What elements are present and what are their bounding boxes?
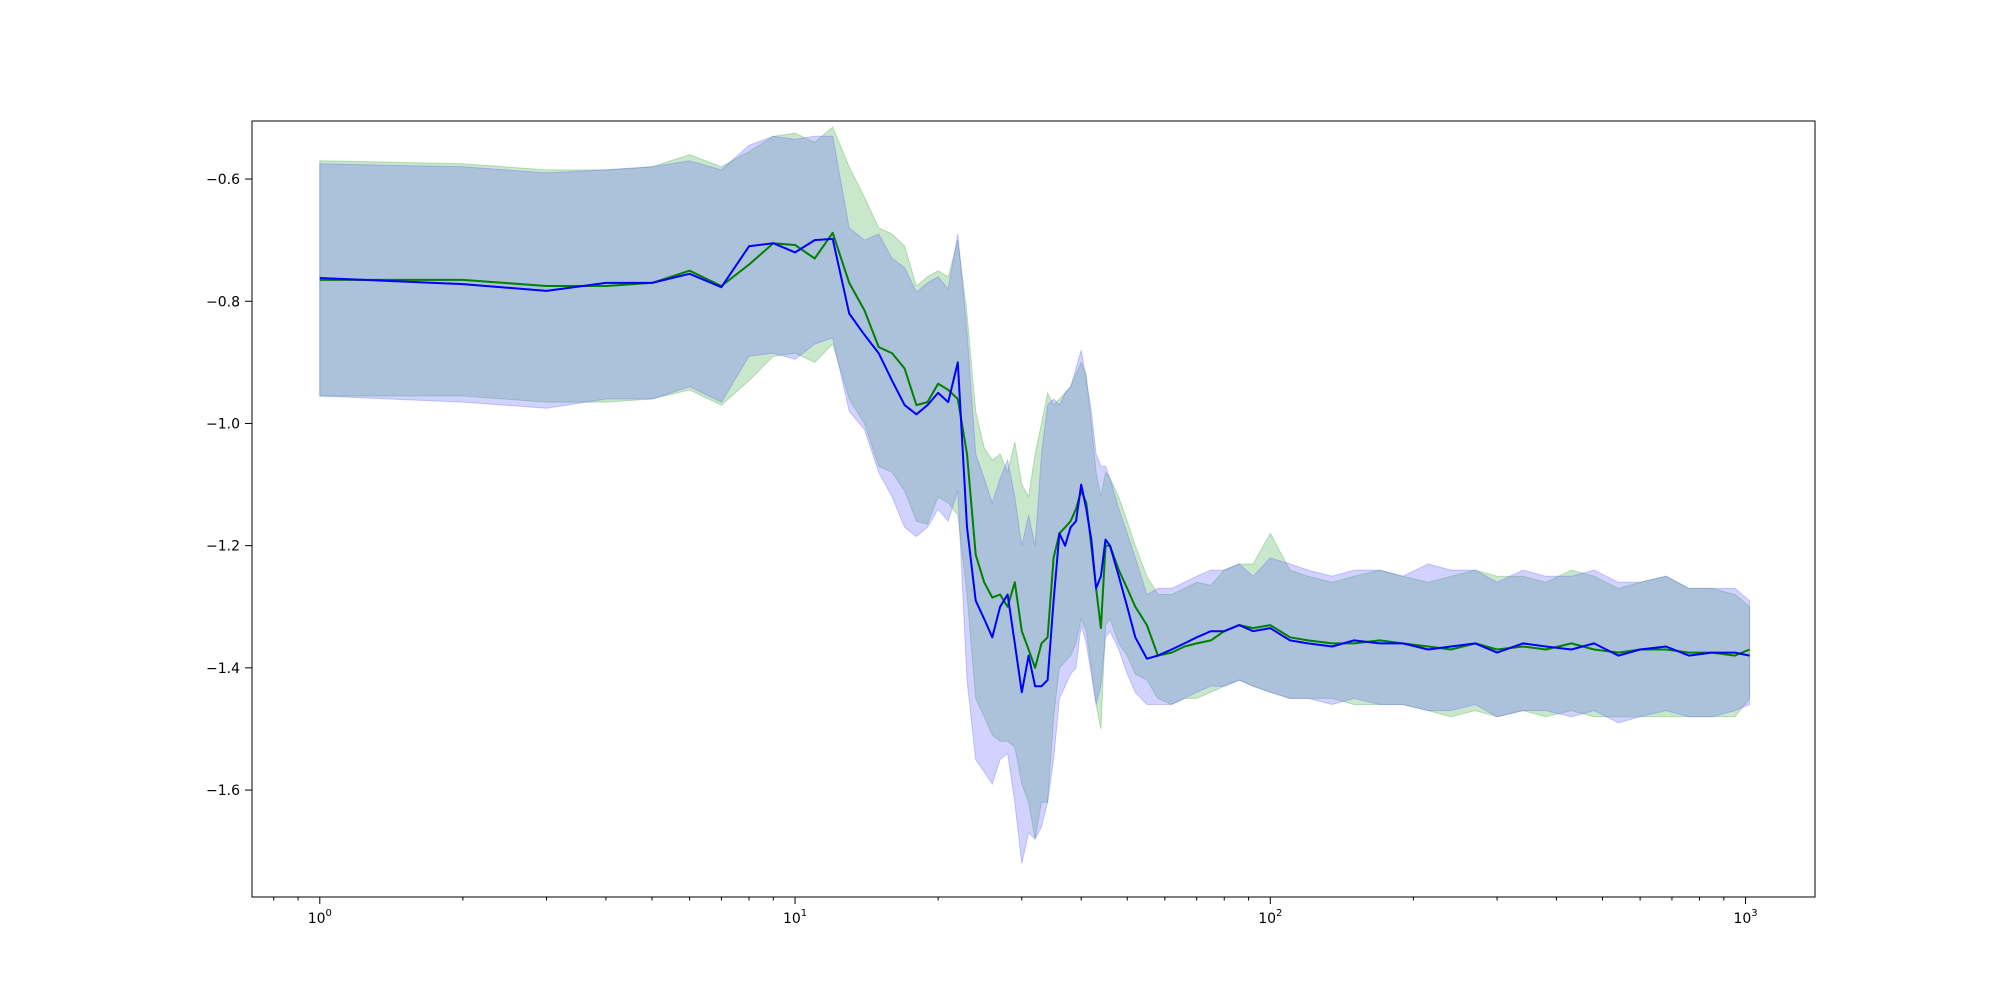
series-1-band — [319, 126, 1751, 840]
series-lines — [319, 231, 1750, 694]
series-2-band — [319, 135, 1751, 864]
x-tick-label: 101 — [783, 908, 807, 927]
y-tick-label: −1.0 — [206, 416, 240, 432]
x-tick-label: 100 — [308, 908, 332, 927]
x-tick-label: 102 — [1258, 908, 1282, 927]
y-tick-label: −1.4 — [206, 661, 240, 677]
confidence-bands — [319, 126, 1751, 864]
y-tick-label: −0.8 — [206, 294, 240, 310]
series-2-line — [319, 237, 1750, 694]
y-tick-label: −1.6 — [206, 783, 240, 799]
x-axis: 100 101 102 103 — [273, 897, 1758, 927]
y-tick-label: −0.6 — [206, 172, 240, 188]
x-tick-label: 103 — [1733, 908, 1757, 927]
plot-frame — [251, 120, 1816, 898]
y-tick-label: −1.2 — [206, 539, 240, 555]
y-axis: −0.6 −0.8 −1.0 −1.2 −1.4 −1.6 — [206, 172, 252, 799]
